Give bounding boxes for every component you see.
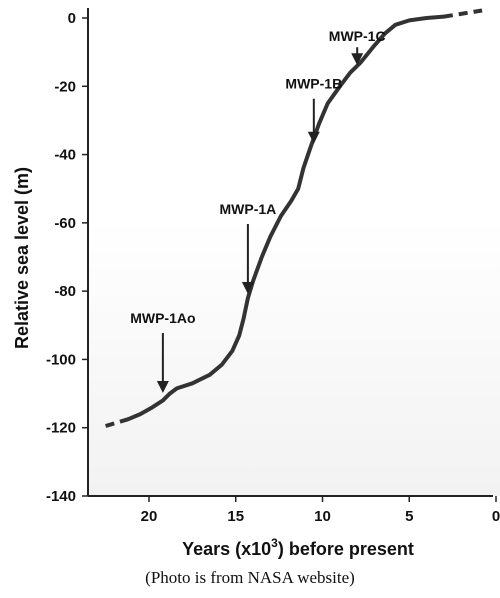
y-tick-label: -40 — [54, 147, 76, 164]
sea-level-dashed-start — [105, 417, 129, 428]
x-tick-label: 15 — [227, 508, 244, 525]
ticks: 0 -20 -40 -60 -80 -100 -120 -140 20 15 10 5 0 — [46, 10, 500, 525]
x-tick-label: 5 — [405, 508, 413, 525]
annotation-arrowhead — [156, 380, 169, 393]
annotation-label: MWP-1Ao — [130, 310, 195, 326]
y-tick-label: -140 — [46, 488, 76, 505]
y-tick-label: -80 — [54, 283, 76, 300]
sea-level-curve — [126, 14, 446, 422]
photo-caption: (Photo is from NASA website) — [145, 568, 355, 587]
sea-level-dashed-end — [443, 8, 483, 19]
annotation-label: MWP-1B — [285, 76, 342, 92]
y-tick-label: -60 — [54, 215, 76, 232]
plot-background — [88, 220, 500, 496]
axes — [87, 8, 493, 497]
y-axis-label: Relative sea level (m) — [12, 167, 32, 349]
series — [105, 8, 483, 428]
x-tick-label: 10 — [314, 508, 331, 525]
annotation-arrowhead — [307, 131, 320, 144]
y-tick-label: -120 — [46, 420, 76, 437]
annotation-label: MWP-1C — [329, 28, 386, 44]
x-axis-label-sup: 3 — [271, 536, 278, 550]
x-axis-label-suffix: ) before present — [278, 539, 414, 559]
annotation-arrowhead — [351, 53, 364, 66]
x-tick-label: 0 — [492, 508, 500, 525]
annotation-arrowhead — [241, 281, 254, 294]
x-tick-label: 20 — [141, 508, 158, 525]
x-axis-label-main: Years (x10 — [182, 539, 271, 559]
y-tick-label: 0 — [68, 10, 76, 27]
x-axis-label: Years (x103) before present — [182, 536, 414, 559]
y-tick-label: -20 — [54, 78, 76, 95]
y-tick-label: -100 — [46, 351, 76, 368]
annotations: MWP-1Ao MWP-1A MWP-1B MWP-1C — [130, 28, 386, 393]
annotation-label: MWP-1A — [220, 201, 277, 217]
